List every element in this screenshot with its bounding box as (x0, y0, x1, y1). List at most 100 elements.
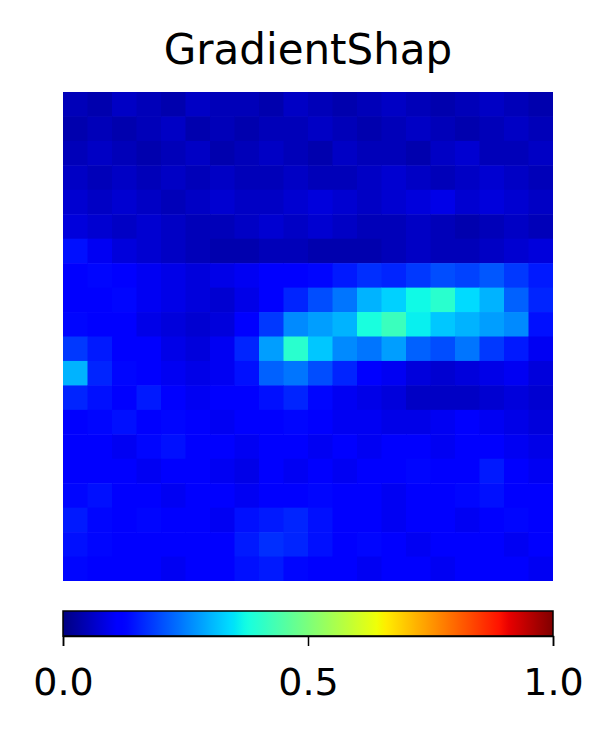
heatmap-cell (431, 239, 456, 264)
heatmap-cell (406, 385, 431, 410)
heatmap-cell (382, 434, 407, 459)
heatmap-cell (210, 385, 235, 410)
heatmap-cell (284, 361, 309, 386)
heatmap-cell (161, 385, 186, 410)
heatmap-cell (357, 165, 382, 190)
heatmap-cell (357, 92, 382, 117)
heatmap-cell (382, 165, 407, 190)
heatmap-cell (112, 459, 137, 484)
heatmap-cell (529, 116, 554, 141)
heatmap-cell (63, 385, 88, 410)
heatmap-cell (406, 116, 431, 141)
heatmap-cell (431, 508, 456, 533)
heatmap-cell (161, 410, 186, 435)
heatmap-cell (112, 508, 137, 533)
heatmap-cell (357, 239, 382, 264)
heatmap-cell (137, 165, 162, 190)
heatmap-cell (480, 410, 505, 435)
heatmap-cell (259, 116, 284, 141)
heatmap-cell (88, 116, 113, 141)
heatmap-cell (406, 557, 431, 581)
heatmap-cell (382, 337, 407, 362)
heatmap-cell (333, 141, 358, 166)
heatmap-cell (308, 165, 333, 190)
heatmap-cell (480, 312, 505, 337)
heatmap-cell (480, 508, 505, 533)
heatmap-cell (529, 508, 554, 533)
heatmap-cell (308, 434, 333, 459)
heatmap-cell (357, 508, 382, 533)
heatmap-cell (88, 483, 113, 508)
heatmap-cell (63, 190, 88, 215)
heatmap-cell (88, 263, 113, 288)
heatmap-cell (382, 532, 407, 557)
heatmap-cell (284, 214, 309, 239)
heatmap-cell (259, 288, 284, 313)
heatmap-cell (161, 508, 186, 533)
heatmap-cell (529, 459, 554, 484)
colorbar-tick-label: 0.0 (33, 660, 93, 704)
heatmap-cell (455, 434, 480, 459)
heatmap-cell (406, 459, 431, 484)
heatmap-cell (455, 263, 480, 288)
heatmap-cell (235, 92, 260, 117)
heatmap-cell (406, 141, 431, 166)
heatmap-cell (235, 385, 260, 410)
heatmap-cell (88, 459, 113, 484)
heatmap-cell (210, 288, 235, 313)
heatmap-cell (63, 263, 88, 288)
heatmap-cell (504, 190, 529, 215)
heatmap-cell (112, 337, 137, 362)
heatmap-cell (186, 459, 211, 484)
heatmap-cell (431, 434, 456, 459)
heatmap-cell (284, 190, 309, 215)
heatmap-cell (529, 337, 554, 362)
heatmap-cell (235, 532, 260, 557)
heatmap-cell (210, 557, 235, 581)
heatmap-cell (63, 165, 88, 190)
heatmap-cell (137, 92, 162, 117)
heatmap-cell (382, 116, 407, 141)
heatmap-cell (88, 557, 113, 581)
heatmap-cell (406, 532, 431, 557)
heatmap-cell (63, 483, 88, 508)
heatmap-cell (161, 337, 186, 362)
heatmap-cell (210, 410, 235, 435)
heatmap-cell (529, 92, 554, 117)
heatmap-cell (112, 557, 137, 581)
heatmap-cell (235, 361, 260, 386)
heatmap-cell (284, 434, 309, 459)
heatmap-cell (455, 361, 480, 386)
heatmap-cell (480, 92, 505, 117)
heatmap-cell (284, 410, 309, 435)
heatmap-cell (480, 483, 505, 508)
heatmap-cell (308, 532, 333, 557)
heatmap-cell (333, 214, 358, 239)
heatmap-cell (406, 361, 431, 386)
heatmap-cell (308, 214, 333, 239)
heatmap-cell (210, 459, 235, 484)
heatmap-cell (137, 263, 162, 288)
heatmap-cell (455, 385, 480, 410)
heatmap-cell (88, 410, 113, 435)
heatmap-cell (529, 557, 554, 581)
heatmap-cell (88, 361, 113, 386)
heatmap-cell (210, 361, 235, 386)
heatmap-cell (161, 239, 186, 264)
heatmap-cell (186, 141, 211, 166)
heatmap-cell (161, 141, 186, 166)
heatmap-cell (63, 410, 88, 435)
heatmap-cell (161, 190, 186, 215)
heatmap-cell (333, 288, 358, 313)
heatmap-cell (235, 434, 260, 459)
heatmap-cell (63, 434, 88, 459)
heatmap-cell (259, 385, 284, 410)
heatmap-cell (333, 508, 358, 533)
heatmap-cell (137, 214, 162, 239)
heatmap-cell (308, 92, 333, 117)
colorbar (63, 611, 553, 636)
heatmap-cell (504, 337, 529, 362)
heatmap-cell (382, 214, 407, 239)
heatmap-cell (63, 288, 88, 313)
heatmap-cell (308, 312, 333, 337)
